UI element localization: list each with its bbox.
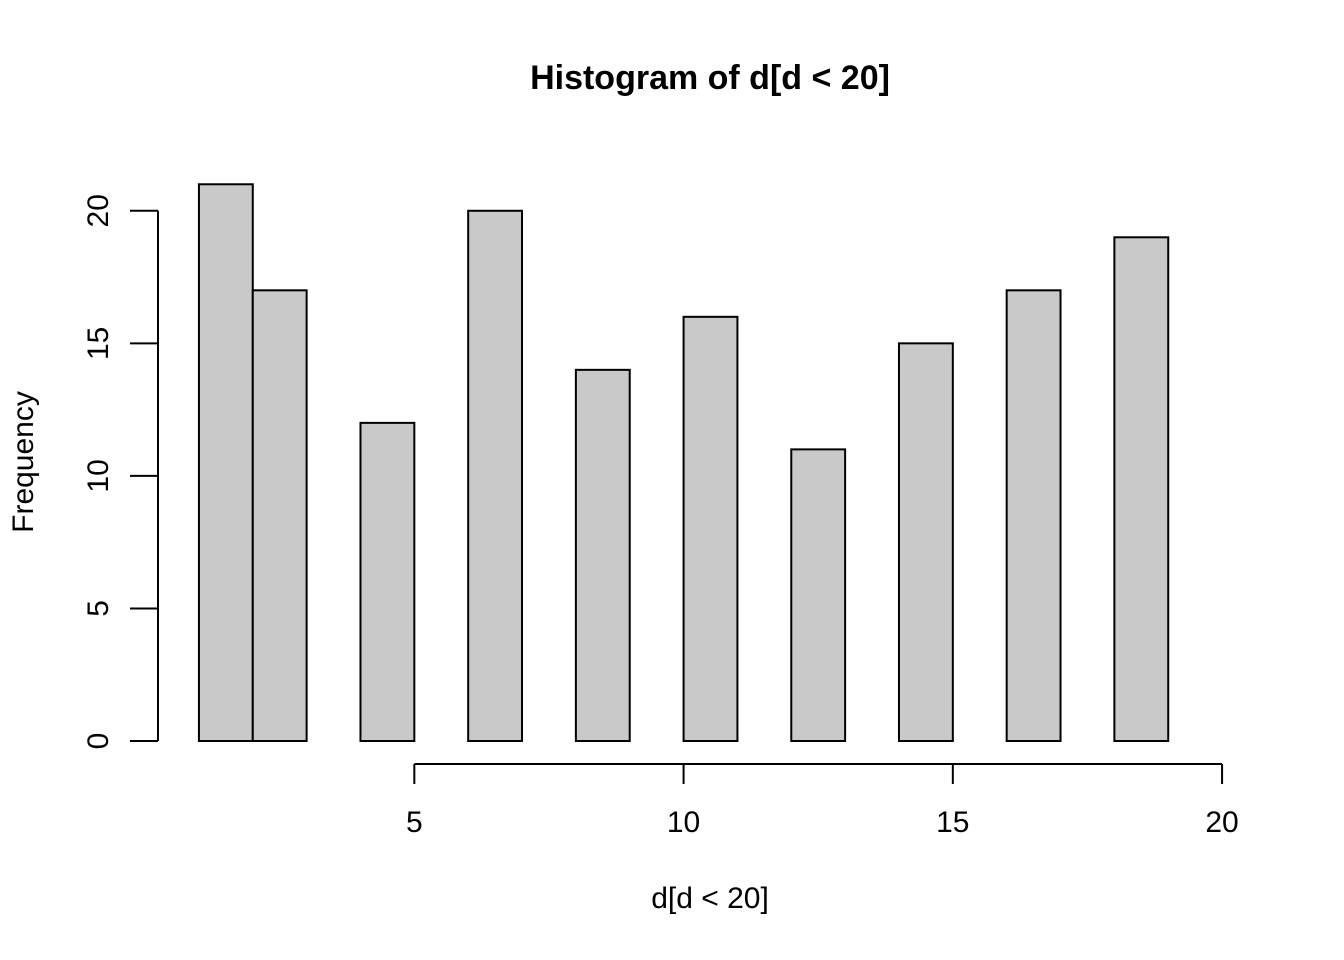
y-axis-label: Frequency <box>7 391 40 533</box>
x-tick-label: 20 <box>1205 806 1238 839</box>
x-tick-label: 10 <box>667 806 700 839</box>
chart-title: Histogram of d[d < 20] <box>530 59 890 97</box>
x-axis-label: d[d < 20] <box>651 882 769 915</box>
bar <box>1113 236 1170 743</box>
bar <box>251 289 308 742</box>
bar <box>574 368 631 742</box>
y-tick-label: 15 <box>82 327 115 360</box>
bar <box>682 315 739 742</box>
bar <box>467 209 524 742</box>
x-tick-label: 15 <box>936 806 969 839</box>
bar <box>359 421 416 742</box>
bar <box>897 342 954 742</box>
y-tick-label: 0 <box>82 733 115 750</box>
bar <box>790 448 847 742</box>
bar <box>1005 289 1062 742</box>
y-tick-label: 20 <box>82 194 115 227</box>
y-tick-label: 10 <box>82 459 115 492</box>
y-tick-label: 5 <box>82 600 115 617</box>
x-tick-label: 5 <box>406 806 423 839</box>
bar <box>197 183 254 742</box>
